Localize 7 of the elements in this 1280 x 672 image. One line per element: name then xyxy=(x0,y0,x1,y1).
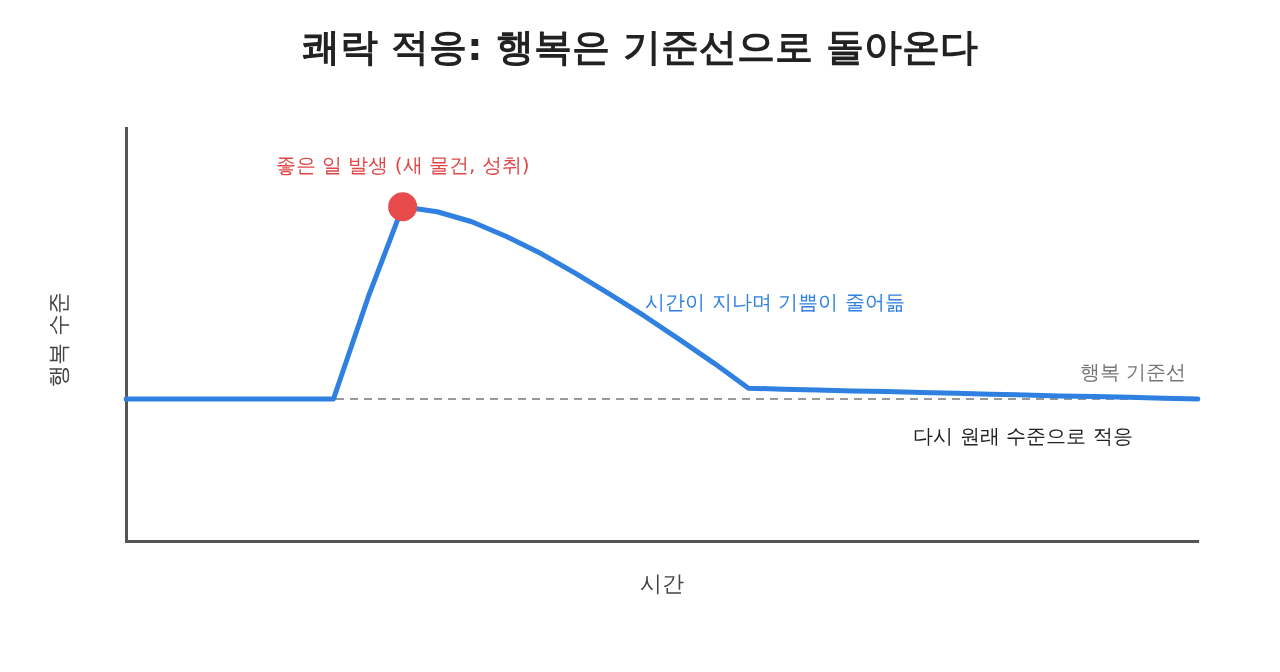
annotation: 시간이 지나며 기쁨이 줄어듦 xyxy=(645,290,905,315)
annotation: 다시 원래 수준으로 적응 xyxy=(913,424,1133,449)
x-axis-title: 시간 xyxy=(640,570,684,596)
y-axis-title: 행복 수준 xyxy=(45,292,71,388)
ref-line-label: 행복 기준선 xyxy=(1079,359,1186,384)
annotation: 좋은 일 발생 (새 물건, 성취) xyxy=(275,152,530,177)
chart-title: 쾌락 적응: 행복은 기준선으로 돌아온다 xyxy=(301,24,979,69)
